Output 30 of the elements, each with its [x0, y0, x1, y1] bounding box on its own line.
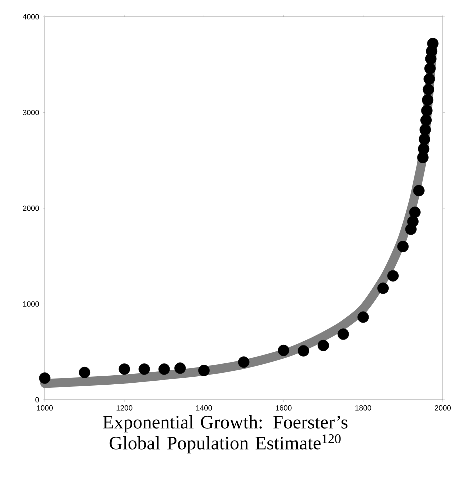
point	[418, 134, 430, 146]
point	[422, 94, 434, 106]
point	[198, 365, 210, 376]
point	[407, 216, 419, 228]
point	[318, 340, 330, 352]
point	[398, 241, 409, 252]
point	[424, 63, 436, 74]
point	[413, 185, 425, 197]
point	[338, 328, 350, 340]
point	[424, 74, 436, 85]
point	[422, 84, 434, 96]
point	[118, 364, 130, 376]
point	[138, 364, 150, 376]
text: Exponential Growth: Foerster’s Global Population Estimate$^{120}$	[103, 416, 348, 454]
point	[174, 362, 186, 374]
point	[418, 143, 430, 155]
point	[278, 344, 290, 356]
point	[298, 345, 310, 357]
point	[39, 372, 51, 384]
point	[409, 206, 421, 218]
point	[158, 364, 170, 376]
point	[421, 105, 433, 117]
point	[388, 270, 399, 282]
point	[427, 38, 439, 50]
point	[358, 312, 370, 324]
point	[420, 124, 432, 136]
point	[79, 367, 90, 378]
point	[420, 114, 432, 126]
point	[378, 282, 390, 294]
point	[238, 356, 250, 368]
